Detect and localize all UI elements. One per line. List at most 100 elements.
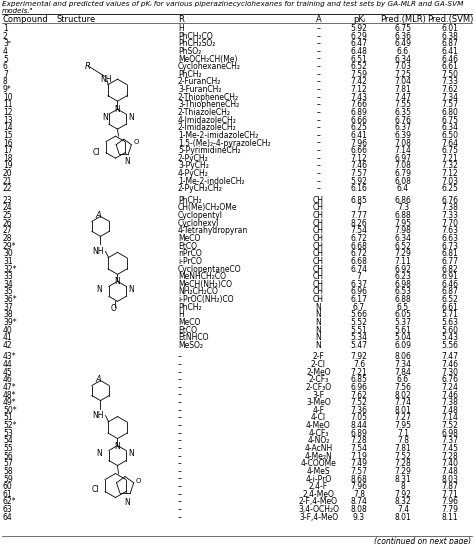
Text: –: – — [178, 421, 182, 430]
Text: 7.70: 7.70 — [441, 219, 458, 228]
Text: 8: 8 — [3, 77, 8, 86]
Text: 7.8: 7.8 — [353, 490, 365, 499]
Text: 6.89: 6.89 — [351, 108, 367, 117]
Text: 7.33: 7.33 — [441, 77, 458, 86]
Text: 49*: 49* — [3, 398, 17, 407]
Text: –: – — [178, 482, 182, 491]
Text: 6.80: 6.80 — [442, 108, 458, 117]
Text: 6.23: 6.23 — [394, 272, 411, 281]
Text: –: – — [178, 413, 182, 423]
Text: 6.35: 6.35 — [394, 108, 411, 117]
Text: –: – — [178, 398, 182, 407]
Text: 2-ThiopheneCH₂: 2-ThiopheneCH₂ — [178, 92, 239, 102]
Text: 6.75: 6.75 — [394, 24, 411, 33]
Text: 7.46: 7.46 — [441, 360, 458, 369]
Text: 5.92: 5.92 — [351, 177, 367, 186]
Text: 64: 64 — [3, 513, 13, 522]
Text: PhCH₂SO₂: PhCH₂SO₂ — [178, 39, 215, 48]
Text: 6.52: 6.52 — [442, 295, 458, 304]
Text: 2-PyCH₂: 2-PyCH₂ — [178, 154, 209, 163]
Text: –: – — [178, 436, 182, 446]
Text: 6.46: 6.46 — [441, 280, 458, 289]
Text: O: O — [134, 139, 139, 145]
Text: 7.29: 7.29 — [394, 467, 411, 476]
Text: 7.95: 7.95 — [394, 219, 411, 228]
Text: CH: CH — [313, 219, 324, 228]
Text: 6.16: 6.16 — [351, 184, 367, 193]
Text: O: O — [110, 304, 117, 313]
Text: 6.97: 6.97 — [394, 154, 411, 163]
Text: 7.48: 7.48 — [442, 467, 458, 476]
Text: R: R — [84, 61, 91, 71]
Text: 7.4: 7.4 — [397, 505, 409, 514]
Text: 7.03: 7.03 — [441, 177, 458, 186]
Text: 8.11: 8.11 — [442, 513, 458, 522]
Text: 4-PyCH₂: 4-PyCH₂ — [178, 169, 209, 178]
Text: i-PrOC(NH₂)CO: i-PrOC(NH₂)CO — [178, 295, 234, 304]
Text: 8.02: 8.02 — [395, 391, 411, 399]
Text: 2-MeO: 2-MeO — [306, 368, 331, 376]
Text: N: N — [124, 498, 130, 506]
Text: 7.8: 7.8 — [397, 436, 409, 446]
Text: 39*: 39* — [3, 318, 17, 327]
Text: 6.72: 6.72 — [351, 234, 367, 243]
Text: N: N — [115, 105, 120, 114]
Text: –: – — [178, 429, 182, 438]
Text: –: – — [317, 116, 320, 125]
Text: 3ᵃ: 3ᵃ — [3, 39, 11, 48]
Text: 18: 18 — [3, 154, 12, 163]
Text: 6.75: 6.75 — [441, 116, 458, 125]
Text: 6.87: 6.87 — [442, 39, 458, 48]
Text: N: N — [316, 333, 321, 342]
Text: Pred.(MLR): Pred.(MLR) — [380, 15, 426, 24]
Text: N: N — [316, 326, 321, 335]
Text: 7.74: 7.74 — [394, 398, 411, 407]
Text: CH: CH — [313, 234, 324, 243]
Text: H: H — [178, 24, 184, 33]
Text: 19: 19 — [3, 162, 13, 170]
Text: 7.66: 7.66 — [350, 100, 367, 109]
Text: 5.52: 5.52 — [351, 318, 367, 327]
Text: 7.49: 7.49 — [350, 459, 367, 468]
Text: R: R — [178, 15, 184, 24]
Text: Cl: Cl — [93, 147, 100, 157]
Text: EtCO: EtCO — [178, 326, 197, 335]
Text: CH: CH — [313, 287, 324, 296]
Text: –: – — [317, 24, 320, 33]
Text: 7.96: 7.96 — [350, 482, 367, 491]
Text: 33: 33 — [3, 272, 13, 281]
Text: 6.88: 6.88 — [395, 295, 411, 304]
Text: 8.32: 8.32 — [395, 497, 411, 506]
Text: 8.26: 8.26 — [351, 219, 367, 228]
Text: 6: 6 — [3, 62, 8, 71]
Text: 6.52: 6.52 — [351, 62, 367, 71]
Text: 7.3: 7.3 — [397, 203, 409, 213]
Text: 7.50: 7.50 — [441, 70, 458, 79]
Text: 7.30: 7.30 — [441, 368, 458, 376]
Text: 6.05: 6.05 — [394, 311, 411, 319]
Text: 24: 24 — [3, 203, 13, 213]
Text: 9*: 9* — [3, 85, 12, 94]
Text: 1: 1 — [3, 24, 8, 33]
Text: 7.48: 7.48 — [442, 406, 458, 415]
Text: 7.47: 7.47 — [441, 353, 458, 361]
Text: 5.47: 5.47 — [350, 341, 367, 350]
Text: 7.28: 7.28 — [395, 459, 411, 468]
Text: 7.12: 7.12 — [442, 169, 458, 178]
Text: 57: 57 — [3, 459, 13, 468]
Text: MeOCH₂CH(Me): MeOCH₂CH(Me) — [178, 54, 237, 64]
Text: 45: 45 — [3, 368, 13, 376]
Text: –: – — [178, 360, 182, 369]
Text: 7.38: 7.38 — [442, 203, 458, 213]
Text: 6.87: 6.87 — [442, 287, 458, 296]
Text: 7.79: 7.79 — [441, 505, 458, 514]
Text: N: N — [128, 449, 134, 458]
Text: 2: 2 — [3, 32, 8, 41]
Text: 6.48: 6.48 — [351, 47, 367, 56]
Text: 48*: 48* — [3, 391, 17, 399]
Text: –: – — [178, 444, 182, 453]
Text: 6.98: 6.98 — [394, 280, 411, 289]
Text: 3,4-OCH₂O: 3,4-OCH₂O — [298, 505, 339, 514]
Text: 6.17: 6.17 — [351, 295, 367, 304]
Text: –: – — [178, 513, 182, 522]
